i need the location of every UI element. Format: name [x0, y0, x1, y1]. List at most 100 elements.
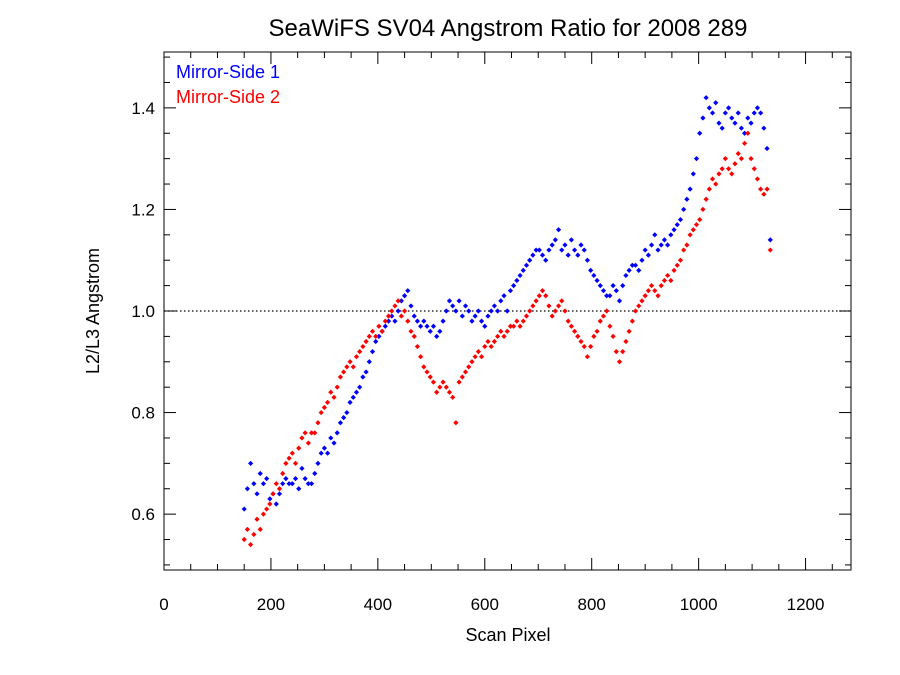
data-point-series-2 — [469, 359, 475, 365]
data-point-series-1 — [530, 252, 536, 258]
data-point-series-2 — [296, 445, 302, 451]
data-point-series-2 — [555, 303, 562, 309]
data-point-series-2 — [360, 343, 366, 350]
data-point-series-2 — [248, 542, 254, 548]
data-point-series-2 — [565, 318, 571, 324]
data-point-series-1 — [597, 283, 603, 289]
data-point-series-2 — [241, 536, 247, 543]
data-point-series-2 — [347, 359, 353, 365]
data-point-series-1 — [616, 298, 623, 304]
data-point-series-2 — [578, 338, 584, 345]
data-point-series-2 — [286, 455, 292, 461]
data-point-series-2 — [270, 491, 276, 497]
data-point-series-2 — [305, 440, 311, 446]
data-point-series-2 — [639, 298, 645, 304]
data-point-series-2 — [703, 196, 709, 202]
data-point-series-1 — [485, 313, 491, 319]
data-point-series-2 — [357, 349, 363, 355]
data-point-series-2 — [450, 394, 456, 400]
data-point-series-2 — [350, 364, 356, 370]
x-tick-label: 0 — [159, 595, 168, 614]
data-point-series-1 — [697, 130, 703, 136]
data-point-series-1 — [655, 247, 661, 253]
data-point-series-2 — [530, 303, 536, 309]
data-point-series-1 — [466, 308, 472, 314]
data-point-series-1 — [389, 313, 395, 319]
data-point-series-1 — [373, 338, 379, 345]
data-point-series-2 — [398, 313, 404, 319]
data-point-series-2 — [312, 430, 318, 436]
data-point-series-2 — [536, 293, 542, 299]
data-point-series-1 — [626, 267, 632, 273]
data-point-series-2 — [709, 176, 716, 182]
data-point-series-2 — [629, 318, 635, 324]
data-point-series-2 — [652, 288, 658, 294]
data-point-series-2 — [543, 293, 549, 299]
data-point-series-2 — [588, 343, 594, 350]
data-point-series-1 — [260, 481, 267, 487]
data-point-series-2 — [613, 349, 619, 355]
data-point-series-2 — [334, 384, 340, 390]
data-point-series-1 — [552, 237, 558, 243]
data-point-series-2 — [568, 323, 574, 329]
data-point-series-1 — [434, 333, 440, 339]
data-point-series-2 — [466, 364, 472, 370]
y-tick-label: 0.6 — [131, 505, 155, 524]
x-tick-label: 200 — [257, 595, 285, 614]
data-point-series-1 — [546, 247, 552, 253]
data-point-series-1 — [764, 145, 770, 152]
data-point-series-1 — [748, 120, 754, 126]
data-point-series-2 — [376, 323, 382, 329]
data-point-series-2 — [421, 364, 427, 370]
data-point-series-1 — [440, 318, 446, 324]
data-point-series-1 — [283, 475, 289, 482]
data-point-series-2 — [440, 379, 446, 385]
data-point-series-2 — [389, 308, 395, 314]
data-point-series-1 — [677, 216, 684, 223]
data-point-series-1 — [248, 460, 254, 466]
data-point-series-1 — [719, 125, 725, 131]
data-point-series-1 — [725, 105, 732, 111]
data-point-series-2 — [418, 354, 424, 360]
data-point-series-2 — [655, 293, 661, 299]
data-point-series-1 — [559, 247, 565, 253]
data-point-series-1 — [549, 242, 555, 248]
data-point-series-1 — [706, 105, 712, 111]
data-point-series-2 — [385, 313, 392, 319]
data-point-series-1 — [511, 283, 517, 289]
data-point-series-1 — [498, 298, 504, 304]
data-point-series-1 — [600, 288, 607, 294]
data-point-series-1 — [581, 247, 587, 253]
data-point-series-1 — [607, 293, 613, 299]
data-point-series-2 — [735, 150, 741, 157]
data-point-series-1 — [264, 475, 270, 482]
data-point-series-1 — [623, 272, 629, 279]
data-point-series-2 — [693, 222, 700, 228]
data-point-series-1 — [700, 115, 706, 121]
data-point-series-1 — [482, 323, 488, 329]
x-tick-label: 1000 — [680, 595, 718, 614]
data-point-series-2 — [517, 323, 523, 329]
y-tick-label: 1.4 — [131, 99, 155, 118]
data-point-series-1 — [758, 110, 764, 116]
data-point-series-1 — [722, 110, 728, 116]
data-point-series-1 — [286, 481, 292, 487]
data-point-series-1 — [732, 120, 738, 126]
data-point-series-2 — [591, 333, 597, 339]
data-point-series-1 — [594, 277, 600, 284]
data-point-series-2 — [427, 374, 433, 380]
data-point-series-2 — [251, 531, 257, 538]
x-tick-label: 600 — [471, 595, 499, 614]
data-point-series-2 — [405, 318, 411, 324]
data-point-series-1 — [324, 450, 331, 456]
data-point-series-1 — [523, 262, 530, 268]
data-point-series-2 — [658, 283, 664, 289]
data-point-series-2 — [318, 409, 324, 416]
data-point-series-2 — [681, 247, 687, 253]
y-tick-label: 0.8 — [131, 404, 155, 423]
data-point-series-2 — [485, 338, 491, 345]
data-point-series-1 — [456, 298, 462, 304]
data-point-series-2 — [661, 277, 668, 284]
data-point-series-1 — [504, 308, 510, 314]
data-point-series-2 — [648, 283, 655, 289]
